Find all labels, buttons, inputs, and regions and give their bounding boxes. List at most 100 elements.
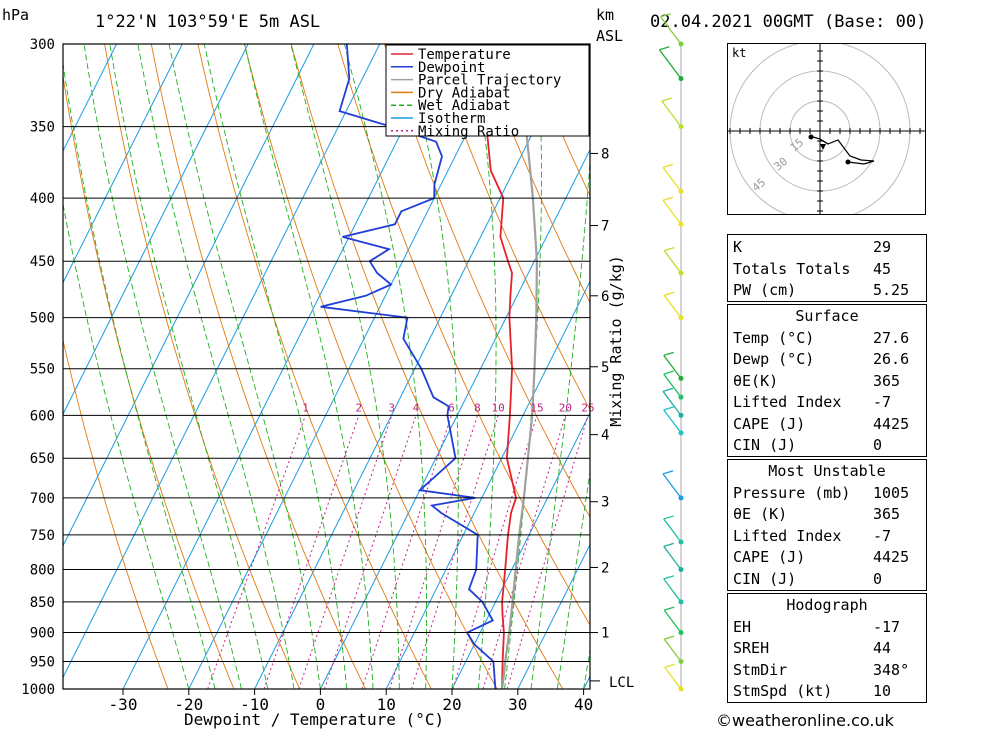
wind-barb (663, 578, 682, 603)
wind-barb-flag (659, 46, 670, 51)
legend-box (385, 44, 590, 137)
wind-barb-dot (678, 188, 684, 194)
mu-row: θE (K) 365 (728, 504, 926, 526)
wind-barb-dot (678, 630, 684, 636)
isotherm-line (63, 44, 117, 153)
wind-barb-flag (662, 387, 674, 392)
wind-barb-dot (678, 41, 684, 47)
wind-barb (662, 390, 682, 416)
mu-value: 4425 (873, 548, 910, 566)
mixing-ratio-line (263, 415, 360, 689)
wind-barb-dot (678, 686, 684, 692)
isotherm-line (63, 44, 381, 679)
isotherm-line (63, 44, 249, 416)
storm-motion-marker (820, 144, 826, 150)
index-value: 5.25 (873, 281, 910, 299)
mixing-ratio-line (207, 415, 307, 689)
pressure-unit-label: hPa (2, 6, 30, 24)
wind-barb (662, 199, 682, 225)
surface-value: 365 (873, 371, 901, 390)
hodo-value: 44 (873, 639, 892, 657)
mixing-ratio-line (323, 415, 417, 689)
hodograph-unit-label: kt (732, 46, 747, 60)
hodograph-table: Hodograph EH -17 SREH 44 StmDir 348° StmSpd… (727, 593, 927, 703)
legend-entry: Wet Adiabat (418, 98, 511, 114)
pressure-tick-label: 1000 (21, 682, 55, 698)
pressure-tick-label: 700 (30, 491, 55, 507)
most-unstable-title: Most Unstable (768, 462, 886, 480)
hodo-row: SREH 44 (728, 638, 926, 660)
wind-barb (663, 609, 682, 633)
mu-label: CAPE (J) (733, 548, 806, 566)
wind-barb-flag (663, 406, 674, 411)
wet-adiabat-line (471, 44, 497, 689)
hodo-value: -17 (873, 617, 901, 636)
surface-label: Temp (°C) (733, 328, 815, 347)
surface-row: Temp (°C) 27.6 (728, 328, 926, 350)
mixing-ratio-label: 20 (559, 401, 572, 414)
hodo-row: StmSpd (kt) 10 (728, 681, 926, 703)
dry-adiabat-line (244, 44, 498, 689)
dry-adiabat-line (944, 44, 1000, 689)
surface-title: Surface (795, 307, 859, 325)
indices-table: K 29 Totals Totals 45 PW (cm) 5.25 (727, 234, 927, 302)
mu-row: CAPE (J) 4425 (728, 547, 926, 569)
wind-barb-flag (664, 291, 675, 296)
wet-adiabat-line (504, 44, 542, 689)
wind-barb-flag (664, 635, 675, 640)
isotherm-line (63, 44, 183, 284)
index-row: Totals Totals 45 (728, 259, 926, 281)
wind-barb (663, 546, 682, 570)
mixing-ratio-label: 25 (581, 401, 594, 414)
hodograph-trace-low (812, 136, 829, 145)
asl-label: ASL (596, 27, 624, 45)
surface-label: Dewp (°C) (733, 350, 815, 368)
pressure-tick-label: 300 (30, 37, 55, 53)
wet-adiabat-line (63, 201, 190, 689)
wind-barb (663, 638, 682, 662)
x-tick-label: -20 (174, 695, 203, 714)
pressure-tick-label: 450 (30, 254, 55, 270)
mixing-ratio-axis-label: Mixing Ratio (g/kg) (607, 255, 625, 427)
mixing-ratio-label: 3 (388, 401, 395, 414)
wet-adiabat-line (203, 44, 348, 689)
wind-barb (663, 354, 682, 379)
mixing-ratio-label: 2 (356, 401, 363, 414)
surface-value: 0 (873, 436, 883, 454)
mu-value: 1005 (873, 483, 910, 502)
credit-label[interactable]: ©weatheronline.co.uk (716, 711, 894, 730)
mu-value: 0 (873, 569, 883, 588)
index-row: K 29 (728, 237, 926, 259)
wind-barb (662, 473, 682, 499)
wind-barb-dot (678, 599, 684, 605)
isotherm-line (254, 44, 578, 689)
wind-barb-dot (678, 539, 684, 545)
pressure-tick-label: 650 (30, 451, 55, 467)
isotherm-line (319, 148, 590, 689)
location-label: 1°22'N 103°59'E 5m ASL (95, 12, 321, 32)
wind-barb-flag (661, 97, 672, 102)
pressure-tick-label: 950 (30, 655, 55, 671)
x-tick-label: 10 (377, 695, 396, 714)
mu-label: Lifted Index (733, 526, 842, 545)
mu-label: CIN (J) (733, 569, 797, 588)
mu-row: Pressure (mb) 1005 (728, 483, 926, 505)
wet-adiabat-line (290, 44, 400, 689)
wind-barb-dot (678, 394, 684, 400)
index-value: 45 (873, 259, 892, 278)
series-parcel-trajectory-line (500, 44, 539, 689)
hodograph-ring-label: 15 (788, 136, 807, 154)
surface-label: CAPE (J) (733, 414, 806, 433)
pressure-tick-label: 600 (30, 408, 55, 424)
surface-label: Lifted Index (733, 393, 842, 411)
surface-row: Dewp (°C) 26.6 (728, 349, 926, 371)
surface-value: 4425 (873, 414, 910, 433)
wind-barb (664, 666, 682, 690)
hodo-label: StmDir (733, 660, 788, 679)
surface-row: CIN (J) 0 (728, 435, 926, 457)
wind-barb-flag (663, 515, 674, 520)
wet-adiabat-line (243, 44, 374, 689)
x-tick-label: -10 (240, 695, 269, 714)
mixing-ratio-line (482, 415, 566, 689)
